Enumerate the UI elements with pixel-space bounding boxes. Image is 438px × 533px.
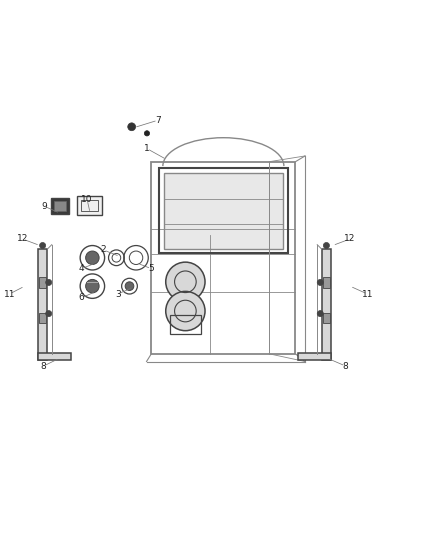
Circle shape	[323, 243, 329, 248]
Text: 3: 3	[115, 289, 120, 298]
Text: 11: 11	[362, 289, 373, 298]
Bar	[81, 200, 98, 211]
Text: 12: 12	[344, 235, 356, 244]
Circle shape	[86, 251, 99, 264]
Text: 7: 7	[155, 116, 161, 125]
Bar	[323, 277, 330, 288]
Bar	[163, 173, 283, 249]
Bar	[170, 314, 201, 334]
Circle shape	[145, 131, 150, 136]
Text: 11: 11	[4, 289, 15, 298]
Polygon shape	[38, 353, 71, 360]
Text: 5: 5	[148, 264, 154, 273]
Circle shape	[317, 311, 323, 317]
Circle shape	[166, 292, 205, 330]
Circle shape	[125, 282, 134, 290]
Circle shape	[46, 279, 52, 286]
Text: 8: 8	[343, 361, 349, 370]
Text: 12: 12	[17, 235, 28, 244]
Circle shape	[166, 262, 205, 302]
Circle shape	[317, 279, 323, 286]
Polygon shape	[321, 249, 331, 360]
Circle shape	[128, 123, 136, 131]
Circle shape	[39, 243, 46, 248]
Text: 1: 1	[144, 144, 150, 153]
Bar	[39, 313, 46, 324]
Bar	[39, 277, 46, 288]
Bar	[51, 198, 69, 214]
Bar	[323, 313, 330, 324]
Text: 2: 2	[100, 245, 106, 254]
Bar	[77, 196, 102, 215]
Polygon shape	[38, 249, 47, 360]
Text: 6: 6	[78, 294, 85, 302]
Circle shape	[46, 311, 52, 317]
Circle shape	[86, 279, 99, 293]
Text: 4: 4	[79, 264, 84, 273]
Text: 9: 9	[42, 202, 47, 211]
Bar	[54, 200, 66, 211]
Text: 10: 10	[81, 195, 93, 204]
Text: 8: 8	[41, 361, 46, 370]
Polygon shape	[298, 353, 331, 360]
Bar	[159, 168, 288, 253]
